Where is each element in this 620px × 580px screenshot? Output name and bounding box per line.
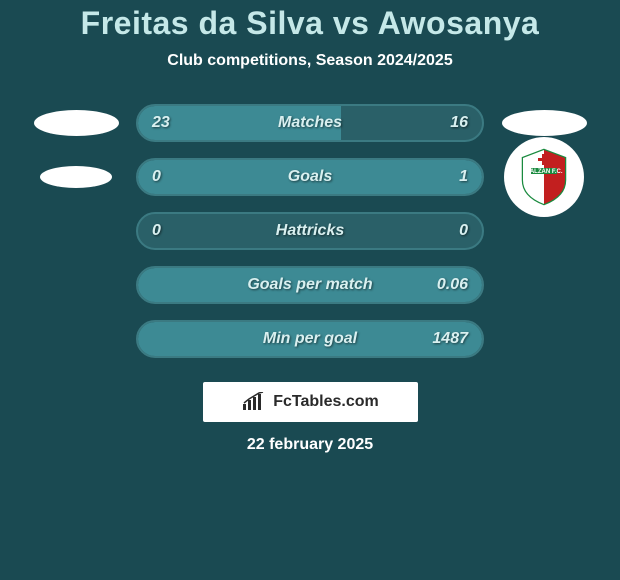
spacer-left <box>31 208 121 254</box>
page-title: Freitas da Silva vs Awosanya <box>0 5 620 42</box>
club-logo-right-2: BALZAN F.C. <box>499 154 589 200</box>
stat-value-right: 16 <box>450 114 468 132</box>
stat-bar: 23 Matches 16 <box>136 104 484 142</box>
stat-value-right: 1 <box>459 168 468 186</box>
blank-logo-icon <box>40 166 112 188</box>
spacer-left <box>31 316 121 362</box>
stat-label: Matches <box>278 114 342 132</box>
stat-label: Goals <box>288 168 332 186</box>
stat-value-right: 0.06 <box>437 276 468 294</box>
stat-row-goals: 0 Goals 1 BALZAN F.C. <box>0 154 620 200</box>
footer-date: 22 february 2025 <box>0 436 620 454</box>
stat-row-mpg: Min per goal 1487 <box>0 316 620 362</box>
spacer-left <box>31 262 121 308</box>
stat-value-left: 0 <box>152 168 161 186</box>
watermark-text: FcTables.com <box>273 393 379 411</box>
stat-label: Goals per match <box>247 276 372 294</box>
stat-bar: 0 Hattricks 0 <box>136 212 484 250</box>
stat-label: Min per goal <box>263 330 357 348</box>
stat-label: Hattricks <box>276 222 344 240</box>
stat-value-left: 0 <box>152 222 161 240</box>
stat-bar: 0 Goals 1 <box>136 158 484 196</box>
stat-value-left: 23 <box>152 114 170 132</box>
bars-chart-icon <box>241 392 267 412</box>
club-logo-left-2 <box>31 154 121 200</box>
stat-row-matches: 23 Matches 16 <box>0 100 620 146</box>
watermark: FcTables.com <box>203 382 418 422</box>
svg-text:BALZAN F.C.: BALZAN F.C. <box>526 169 563 175</box>
stat-bar: Goals per match 0.06 <box>136 266 484 304</box>
balzan-fc-badge-icon: BALZAN F.C. <box>504 137 584 217</box>
blank-logo-icon <box>502 110 587 136</box>
subtitle: Club competitions, Season 2024/2025 <box>0 52 620 70</box>
stat-bar: Min per goal 1487 <box>136 320 484 358</box>
stat-value-right: 0 <box>459 222 468 240</box>
spacer-right <box>499 316 589 362</box>
stat-row-gpm: Goals per match 0.06 <box>0 262 620 308</box>
club-logo-left-1 <box>31 100 121 146</box>
stat-value-right: 1487 <box>432 330 468 348</box>
comparison-card: Freitas da Silva vs Awosanya Club compet… <box>0 0 620 454</box>
stat-row-hattricks: 0 Hattricks 0 <box>0 208 620 254</box>
spacer-right <box>499 262 589 308</box>
blank-logo-icon <box>34 110 119 136</box>
